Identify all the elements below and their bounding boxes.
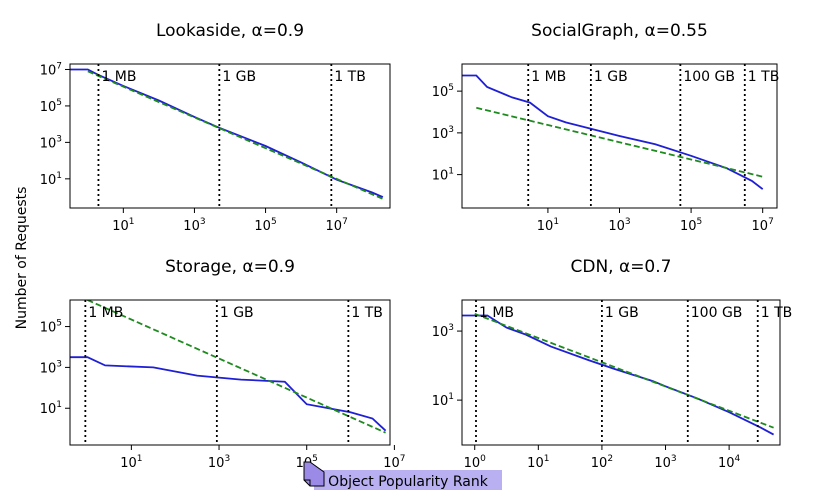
size-marker-label: 1 TB	[334, 69, 366, 85]
y-tick-label: 103	[432, 323, 454, 340]
fit-line	[87, 70, 384, 200]
x-tick-label: 105	[680, 217, 702, 234]
empirical-line	[70, 356, 387, 432]
chart-panel: CDN, α=0.7 1 MB 1 GB 100 GB 1 TB 100 101 102 103…	[432, 257, 793, 471]
x-tick-label: 107	[326, 217, 348, 234]
empirical-line	[462, 314, 775, 436]
x-tick-label: 104	[718, 454, 741, 471]
fit-line	[87, 300, 386, 434]
x-tick-label: 101	[112, 217, 134, 234]
cursor-icon	[303, 461, 325, 487]
y-tick-label: 103	[40, 134, 62, 151]
chart-title: Storage, α=0.9	[165, 257, 295, 277]
x-tick-label: 103	[608, 217, 630, 234]
x-tick-label: 103	[208, 454, 230, 471]
size-marker-label: 1 GB	[605, 305, 639, 321]
y-tick-label: 105	[40, 319, 62, 336]
chart-title: CDN, α=0.7	[571, 257, 672, 277]
y-tick-label: 105	[40, 98, 62, 115]
size-marker-label: 1 TB	[761, 305, 793, 321]
size-marker-label: 1 GB	[594, 69, 628, 85]
size-marker-label: 1 GB	[220, 305, 254, 321]
y-tick-label: 105	[432, 83, 454, 100]
y-tick-label: 101	[40, 171, 62, 188]
y-tick-label: 101	[40, 400, 62, 417]
y-axis-label: Number of Requests	[14, 187, 30, 330]
size-marker-label: 1 MB	[101, 69, 136, 85]
x-axis-label-highlight	[314, 470, 502, 490]
size-marker-label: 1 TB	[748, 69, 780, 85]
x-tick-label: 107	[752, 217, 774, 234]
fit-line	[474, 312, 774, 429]
y-tick-label: 101	[432, 392, 454, 409]
empirical-line	[462, 74, 764, 190]
chart-panel: Lookaside, α=0.9 1 MB 1 GB 1 TB 101 103 105 107…	[40, 21, 391, 234]
x-tick-label: 103	[183, 217, 205, 234]
x-tick-label: 101	[527, 454, 549, 471]
plot-frame	[69, 299, 391, 446]
y-tick-label: 103	[40, 359, 62, 376]
chart-panel: SocialGraph, α=0.55 1 MB 1 GB 100 GB 1 TB 101…	[432, 21, 780, 234]
size-marker-label: 1 GB	[222, 69, 256, 85]
size-marker-label: 100 GB	[683, 69, 735, 85]
x-tick-label: 102	[591, 454, 613, 471]
size-marker-label: 1 MB	[479, 305, 514, 321]
y-tick-label: 103	[432, 125, 454, 142]
x-tick-label: 103	[654, 454, 676, 471]
x-tick-label: 107	[383, 454, 405, 471]
fit-line	[476, 106, 763, 178]
chart-title: SocialGraph, α=0.55	[531, 21, 708, 41]
plot-frame	[461, 299, 781, 446]
size-marker-label: 1 TB	[351, 305, 383, 321]
x-tick-label: 101	[537, 217, 559, 234]
y-tick-label: 101	[432, 167, 454, 184]
size-marker-label: 1 MB	[531, 69, 566, 85]
chart-panel: Storage, α=0.9 1 MB 1 GB 1 TB 101 103 105 107 10…	[40, 257, 406, 471]
plot-frame	[69, 63, 391, 209]
x-tick-label: 101	[120, 454, 142, 471]
size-marker-label: 1 MB	[88, 305, 123, 321]
x-tick-label: 100	[464, 454, 487, 471]
x-axis-label: Object Popularity Rank	[328, 474, 489, 490]
y-tick-label: 107	[40, 61, 62, 78]
x-tick-label: 105	[254, 217, 276, 234]
chart-title: Lookaside, α=0.9	[156, 21, 304, 41]
size-marker-label: 100 GB	[691, 305, 743, 321]
